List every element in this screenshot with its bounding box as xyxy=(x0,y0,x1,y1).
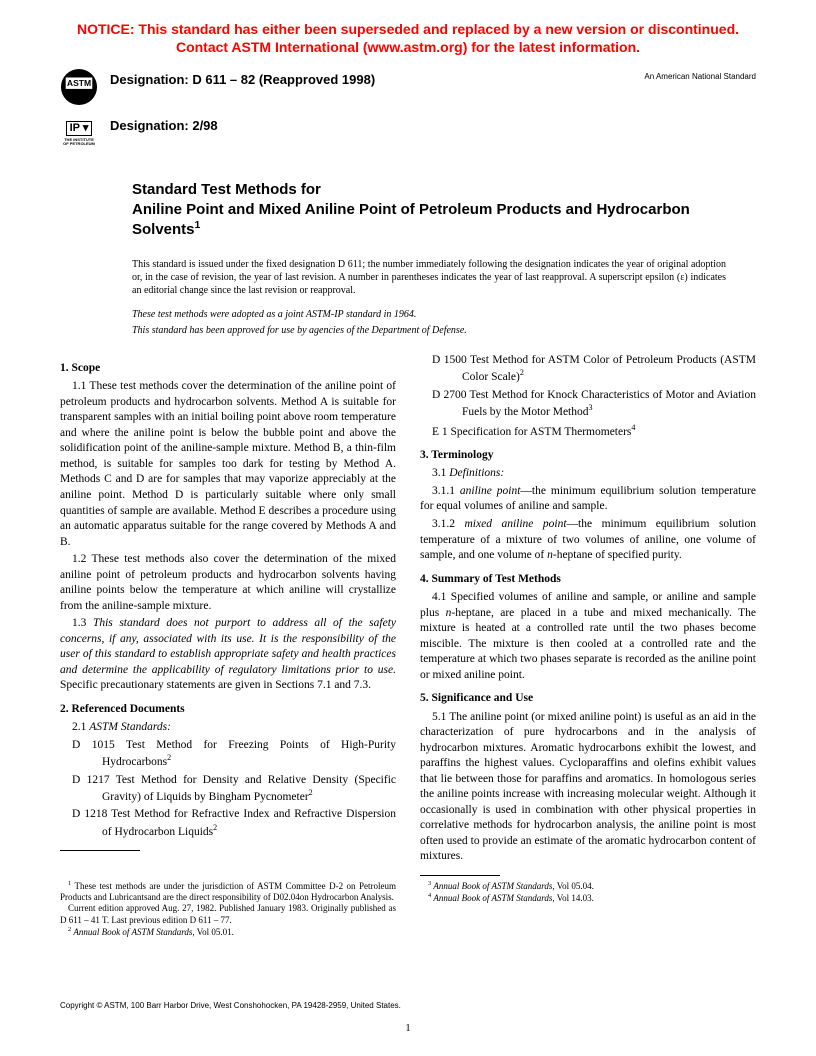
svg-text:ASTM: ASTM xyxy=(67,78,91,88)
body-columns: 1. Scope 1.1 These test methods cover th… xyxy=(60,353,756,880)
header-block: ASTM Designation: D 611 – 82 (Reapproved… xyxy=(60,68,756,152)
ref-d1015: D 1015 Test Method for Freezing Points o… xyxy=(60,738,396,771)
summary-heading: 4. Summary of Test Methods xyxy=(420,572,756,588)
american-national-standard-label: An American National Standard xyxy=(644,68,756,81)
footnotes-right: 3 Annual Book of ASTM Standards, Vol 05.… xyxy=(420,880,756,938)
astm-logo-icon: ASTM xyxy=(60,68,98,106)
scope-heading: 1. Scope xyxy=(60,361,396,377)
adoption-line-1: These test methods were adopted as a joi… xyxy=(132,307,726,323)
footnote-1b: Current edition approved Aug. 27, 1982. … xyxy=(60,903,396,926)
copyright-line: Copyright © ASTM, 100 Barr Harbor Drive,… xyxy=(60,1001,401,1010)
significance-5-1: 5.1 The aniline point (or mixed aniline … xyxy=(420,710,756,865)
footnote-1: 1 These test methods are under the juris… xyxy=(60,880,396,904)
refdoc-2-1: 2.1 ASTM Standards: xyxy=(60,720,396,736)
designation-astm: Designation: D 611 – 82 (Reapproved 1998… xyxy=(110,68,375,87)
notice-banner: NOTICE: This standard has either been su… xyxy=(60,20,756,56)
ref-d2700: D 2700 Test Method for Knock Characteris… xyxy=(420,388,756,421)
footnotes-left: 1 These test methods are under the juris… xyxy=(60,880,396,938)
header-row-astm: ASTM Designation: D 611 – 82 (Reapproved… xyxy=(60,68,756,106)
left-column: 1. Scope 1.1 These test methods cover th… xyxy=(60,353,396,880)
term-3-1-1: 3.1.1 aniline point—the minimum equilibr… xyxy=(420,484,756,515)
ref-e1: E 1 Specification for ASTM Thermometers4 xyxy=(420,423,756,440)
title-line-2: Aniline Point and Mixed Aniline Point of… xyxy=(132,201,690,239)
terminology-heading: 3. Terminology xyxy=(420,448,756,464)
footnotes-block: 1 These test methods are under the juris… xyxy=(60,880,756,938)
scope-1-2: 1.2 These test methods also cover the de… xyxy=(60,552,396,614)
right-column: D 1500 Test Method for ASTM Color of Pet… xyxy=(420,353,756,880)
notice-line-1: NOTICE: This standard has either been su… xyxy=(60,20,756,38)
adoption-line-2: This standard has been approved for use … xyxy=(132,323,726,339)
title-footnote-ref: 1 xyxy=(195,219,201,231)
scope-1-1: 1.1 These test methods cover the determi… xyxy=(60,379,396,550)
document-title: Standard Test Methods for Aniline Point … xyxy=(132,180,726,240)
summary-4-1: 4.1 Specified volumes of aniline and sam… xyxy=(420,590,756,683)
ref-d1500: D 1500 Test Method for ASTM Color of Pet… xyxy=(420,353,756,386)
page-number: 1 xyxy=(0,1022,816,1034)
footnote-2: 2 Annual Book of ASTM Standards, Vol 05.… xyxy=(60,926,396,938)
ref-d1218: D 1218 Test Method for Refractive Index … xyxy=(60,807,396,840)
header-row-ip: IP ▾ THE INSTITUTEOF PETROLEUM Designati… xyxy=(60,114,756,152)
issuance-note: This standard is issued under the fixed … xyxy=(132,258,726,297)
footnote-3: 3 Annual Book of ASTM Standards, Vol 05.… xyxy=(420,880,756,892)
title-line-1: Standard Test Methods for xyxy=(132,181,321,198)
footnote-rule-left xyxy=(60,850,140,851)
term-3-1-2: 3.1.2 mixed aniline point—the minimum eq… xyxy=(420,517,756,564)
significance-heading: 5. Significance and Use xyxy=(420,691,756,707)
footnote-4: 4 Annual Book of ASTM Standards, Vol 14.… xyxy=(420,892,756,904)
notice-line-2: Contact ASTM International (www.astm.org… xyxy=(60,38,756,56)
footnote-rule-right xyxy=(420,875,500,876)
designation-ip: Designation: 2/98 xyxy=(110,114,218,133)
ip-logo-icon: IP ▾ THE INSTITUTEOF PETROLEUM xyxy=(60,114,98,152)
ref-d1217: D 1217 Test Method for Density and Relat… xyxy=(60,773,396,806)
scope-1-3: 1.3 This standard does not purport to ad… xyxy=(60,616,396,694)
adoption-notes: These test methods were adopted as a joi… xyxy=(132,307,726,339)
term-3-1: 3.1 Definitions: xyxy=(420,466,756,482)
refdoc-heading: 2. Referenced Documents xyxy=(60,702,396,718)
